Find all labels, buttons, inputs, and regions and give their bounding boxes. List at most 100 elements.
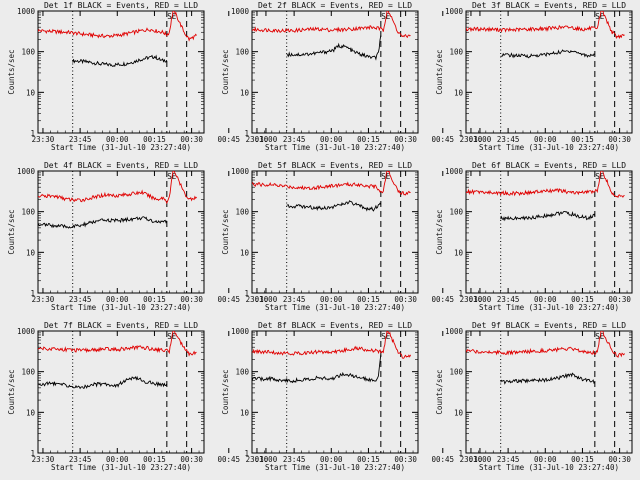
x-tick-label: 00:30 <box>180 135 203 144</box>
panel-title: Det 1f BLACK = Events, RED = LLD <box>44 1 198 10</box>
x-axis-label: Start Time (31-Jul-10 23:27:40) <box>265 463 405 472</box>
x-tick-label: 01:00 <box>469 455 492 464</box>
series-trace-lld <box>466 331 625 358</box>
x-tick-label: 00:00 <box>320 455 343 464</box>
series-trace-lld <box>466 11 625 40</box>
x-tick-label: 23:45 <box>497 295 520 304</box>
x-tick-label: 00:15 <box>357 295 380 304</box>
x-tick-label: 00:00 <box>106 295 129 304</box>
x-axis-label: Start Time (31-Jul-10 23:27:40) <box>51 463 191 472</box>
y-tick-label: 10 <box>240 248 250 257</box>
x-tick-label: 00:45 <box>217 135 240 144</box>
y-axis-label: Counts/sec <box>7 49 16 94</box>
x-tick-label: 00:30 <box>180 455 203 464</box>
panel-title: Det 4f BLACK = Events, RED = LLD <box>44 161 198 170</box>
x-tick-label: 23:45 <box>283 455 306 464</box>
y-tick-label: 10 <box>240 88 250 97</box>
chart-panel-8: Det 8f BLACK = Events, RED = LLD11010010… <box>221 321 492 472</box>
plot-frame <box>251 330 419 454</box>
x-tick-label: 00:00 <box>534 295 557 304</box>
y-tick-label: 100 <box>21 368 35 377</box>
series-trace-lld <box>38 11 197 42</box>
plot-frame <box>251 10 419 134</box>
y-tick-label: 1000 <box>445 7 464 16</box>
chart-panel-4: Det 4f BLACK = Events, RED = LLD11010010… <box>7 161 278 312</box>
x-tick-label: 23:30 <box>246 295 269 304</box>
y-tick-label: 1000 <box>231 327 250 336</box>
series-trace-events <box>252 354 382 384</box>
x-tick-label: 23:45 <box>69 135 92 144</box>
x-tick-label: 00:15 <box>143 295 166 304</box>
series-trace-events <box>286 35 382 61</box>
y-tick-label: 1 <box>30 289 35 298</box>
x-axis-label: Start Time (31-Jul-10 23:27:40) <box>265 143 405 152</box>
x-axis-label: Start Time (31-Jul-10 23:27:40) <box>479 463 619 472</box>
y-tick-label: 10 <box>26 408 36 417</box>
y-tick-label: 1 <box>30 449 35 458</box>
chart-panel-5: Det 5f BLACK = Events, RED = LLD11010010… <box>221 161 492 312</box>
plot-frame <box>37 330 205 454</box>
y-tick-label: 100 <box>449 208 463 217</box>
chart-panel-6: Det 6f BLACK = Events, RED = LLD 1 10 100 10… <box>435 161 633 312</box>
series-trace-events <box>500 211 596 222</box>
y-tick-label: 100 <box>235 208 249 217</box>
y-tick-label: 100 <box>235 368 249 377</box>
x-tick-label: 23:45 <box>283 135 306 144</box>
y-tick-label: 1 <box>458 129 463 138</box>
y-tick-label: 1000 <box>17 7 36 16</box>
x-tick-label: 23:30 <box>32 135 55 144</box>
x-tick-label: 00:00 <box>320 135 343 144</box>
chart-panel-3: Det 3f BLACK = Events, RED = LLD 1 10 100 10… <box>435 1 633 152</box>
y-tick-label: 100 <box>449 48 463 57</box>
series-trace-events <box>286 200 382 212</box>
x-tick-label: 01:00 <box>255 135 278 144</box>
y-tick-label: 1 <box>458 289 463 298</box>
panel-title: Det 8f BLACK = Events, RED = LLD <box>258 321 412 330</box>
x-tick-label: 00:15 <box>571 295 594 304</box>
x-axis-label: Start Time (31-Jul-10 23:27:40) <box>51 143 191 152</box>
x-tick-label: 00:30 <box>180 295 203 304</box>
series-trace-lld <box>38 331 197 357</box>
panel-title: Det 5f BLACK = Events, RED = LLD <box>258 161 412 170</box>
x-tick-label: 00:30 <box>394 455 417 464</box>
y-tick-label: 1 <box>244 289 249 298</box>
chart-panel-1: Det 1f BLACK = Events, RED = LLD11010010… <box>7 1 278 152</box>
x-tick-label: 01:00 <box>255 455 278 464</box>
x-tick-label: 00:00 <box>320 295 343 304</box>
x-tick-label: 23:30 <box>460 295 483 304</box>
panel-title: Det 9f BLACK = Events, RED = LLD <box>472 321 626 330</box>
y-tick-label: 1 <box>244 449 249 458</box>
x-tick-label: 00:45 <box>217 455 240 464</box>
y-tick-label: 1000 <box>445 167 464 176</box>
x-tick-label: 00:15 <box>143 455 166 464</box>
panel-title: Det 2f BLACK = Events, RED = LLD <box>258 1 412 10</box>
y-tick-label: 1000 <box>17 327 36 336</box>
x-tick-label: 00:00 <box>534 455 557 464</box>
y-axis-label: Counts/sec <box>435 369 444 414</box>
y-axis-label: Counts/sec <box>7 369 16 414</box>
x-tick-label: 23:30 <box>32 455 55 464</box>
y-tick-label: 100 <box>21 48 35 57</box>
plot-frame <box>37 10 205 134</box>
series-trace-events <box>72 54 168 67</box>
x-tick-label: 23:30 <box>460 455 483 464</box>
x-tick-label: 23:30 <box>246 455 269 464</box>
x-tick-label: 00:30 <box>394 295 417 304</box>
x-tick-label: 23:30 <box>32 295 55 304</box>
series-trace-events <box>500 49 596 59</box>
x-tick-label: 23:45 <box>69 295 92 304</box>
y-axis-label: Counts/sec <box>221 49 230 94</box>
x-tick-label: 00:45 <box>217 295 240 304</box>
x-tick-label: 00:30 <box>608 295 631 304</box>
plot-frame <box>465 10 633 134</box>
x-tick-label: 00:30 <box>608 135 631 144</box>
y-axis-label: Counts/sec <box>221 209 230 254</box>
series-trace-events <box>38 375 168 390</box>
y-tick-label: 100 <box>21 208 35 217</box>
series-trace-events <box>38 216 168 229</box>
x-tick-label: 00:00 <box>534 135 557 144</box>
y-tick-label: 1000 <box>17 167 36 176</box>
chart-panel-2: Det 2f BLACK = Events, RED = LLD 1 10 100 10… <box>221 1 492 152</box>
plot-frame <box>251 170 419 294</box>
series-trace-lld <box>252 331 412 359</box>
